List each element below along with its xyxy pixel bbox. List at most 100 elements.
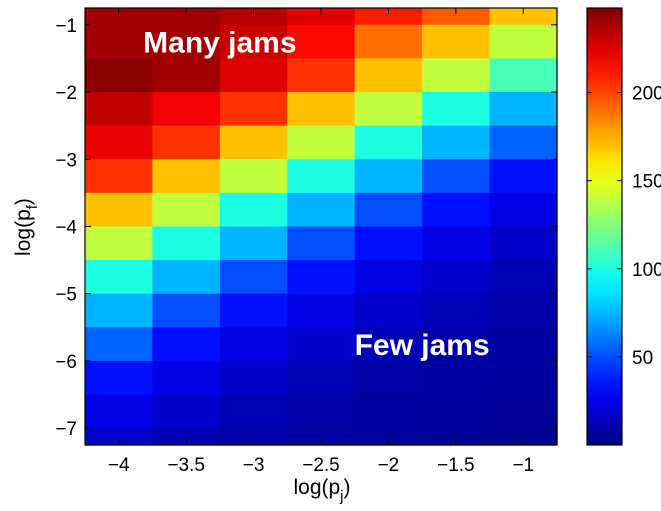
heatmap-cell	[152, 58, 221, 93]
heatmap-cell	[422, 226, 491, 261]
heatmap-cells	[85, 8, 558, 446]
y-tick-label: −3	[55, 150, 77, 171]
heatmap-cell	[287, 8, 356, 26]
heatmap-cell	[152, 159, 221, 194]
colorbar	[586, 7, 623, 446]
heatmap-cell	[219, 394, 288, 429]
heatmap-cell	[489, 293, 558, 328]
x-tick-label: −1.5	[437, 455, 475, 476]
heatmap-cell	[152, 92, 221, 127]
colorbar-ticks: 50 100 150 200	[587, 84, 661, 369]
heatmap-cell	[354, 92, 423, 127]
heatmap-cell	[489, 428, 558, 446]
heatmap-cell	[422, 125, 491, 160]
x-tick-label: −1	[512, 455, 534, 476]
x-tick-label: −3	[243, 455, 265, 476]
heatmap-cell	[85, 360, 154, 396]
heatmap-cell	[422, 293, 491, 328]
heatmap-cell	[354, 58, 423, 93]
heatmap-cell	[422, 58, 491, 93]
x-tick-label: −2.5	[302, 455, 340, 476]
heatmap-cell	[354, 394, 423, 429]
heatmap-cell	[422, 360, 491, 396]
heatmap-cell	[152, 24, 221, 60]
heatmap-cell	[152, 226, 221, 261]
heatmap-cell	[287, 327, 356, 362]
heatmap-cell	[85, 293, 154, 328]
heatmap-cell	[287, 428, 356, 446]
colorbar-tick-label: 200	[632, 84, 661, 105]
heatmap-cell	[85, 125, 154, 160]
heatmap-cell	[287, 260, 356, 295]
x-tick-label: −4	[108, 455, 130, 476]
heatmap-cell	[489, 58, 558, 93]
heatmap-cell	[354, 260, 423, 295]
heatmap-cell	[152, 260, 221, 295]
heatmap-cell	[354, 428, 423, 446]
heatmap-cell	[354, 226, 423, 261]
heatmap-cell	[287, 58, 356, 93]
colorbar-tick-label: 100	[632, 260, 661, 281]
annotation-few-jams: Few jams	[355, 329, 490, 362]
heatmap-cell	[85, 327, 154, 362]
heatmap-cell	[219, 260, 288, 295]
heatmap-cell	[152, 394, 221, 429]
heatmap-cell	[85, 58, 154, 93]
heatmap-cell	[219, 125, 288, 160]
heatmap-cell	[287, 293, 356, 328]
heatmap-cell	[152, 192, 221, 228]
heatmap-cell	[354, 192, 423, 228]
heatmap-cell	[85, 428, 154, 446]
y-axis-ticks: −1 −2 −3 −4 −5 −6 −7	[55, 16, 557, 440]
heatmap-cell	[219, 58, 288, 93]
y-axis-title: log(pf)	[12, 198, 41, 256]
heatmap-cell	[489, 360, 558, 396]
heatmap-cell	[219, 360, 288, 396]
heatmap-cell	[489, 260, 558, 295]
heatmap-cell	[354, 360, 423, 396]
heatmap-cell	[152, 8, 221, 26]
heatmap-cell	[219, 428, 288, 446]
heatmap-cell	[422, 327, 491, 362]
heatmap-cell	[287, 125, 356, 160]
heatmap-cell	[489, 327, 558, 362]
heatmap-cell	[152, 327, 221, 362]
heatmap-cell	[85, 226, 154, 261]
x-tick-label: −3.5	[167, 455, 205, 476]
y-tick-label: −5	[55, 285, 77, 306]
heatmap-cell	[489, 192, 558, 228]
heatmap-cell	[85, 92, 154, 127]
heatmap-cell	[287, 192, 356, 228]
heatmap-cell	[287, 394, 356, 429]
heatmap-cell	[422, 24, 491, 60]
heatmap-cell	[85, 24, 154, 60]
heatmap-cell	[489, 125, 558, 160]
heatmap-cell	[219, 92, 288, 127]
y-tick-label: −4	[55, 218, 77, 239]
heatmap-cell	[219, 192, 288, 228]
heatmap-cell	[152, 293, 221, 328]
heatmap-cell	[152, 428, 221, 446]
heatmap-cell	[219, 8, 288, 26]
heatmap-cell	[85, 159, 154, 194]
y-tick-label: −6	[55, 352, 77, 373]
heatmap-cell	[489, 24, 558, 60]
heatmap-cell	[354, 159, 423, 194]
heatmap-cell	[152, 360, 221, 396]
heatmap-cell	[85, 260, 154, 295]
annotation-many-jams: Many jams	[143, 27, 296, 60]
y-tick-label: −2	[55, 83, 77, 104]
heatmap-cell	[354, 293, 423, 328]
heatmap-cell	[422, 159, 491, 194]
heatmap-cell	[85, 8, 154, 26]
y-tick-label: −1	[55, 16, 77, 37]
heatmap-cell	[287, 92, 356, 127]
heatmap-cell	[422, 192, 491, 228]
heatmap-cell	[219, 24, 288, 60]
heatmap-cell	[354, 24, 423, 60]
x-axis-ticks: −4 −3.5 −3 −2.5 −2 −1.5 −1	[108, 8, 534, 476]
heatmap-cell	[354, 8, 423, 26]
heatmap-cell	[219, 327, 288, 362]
heatmap-cell	[489, 226, 558, 261]
